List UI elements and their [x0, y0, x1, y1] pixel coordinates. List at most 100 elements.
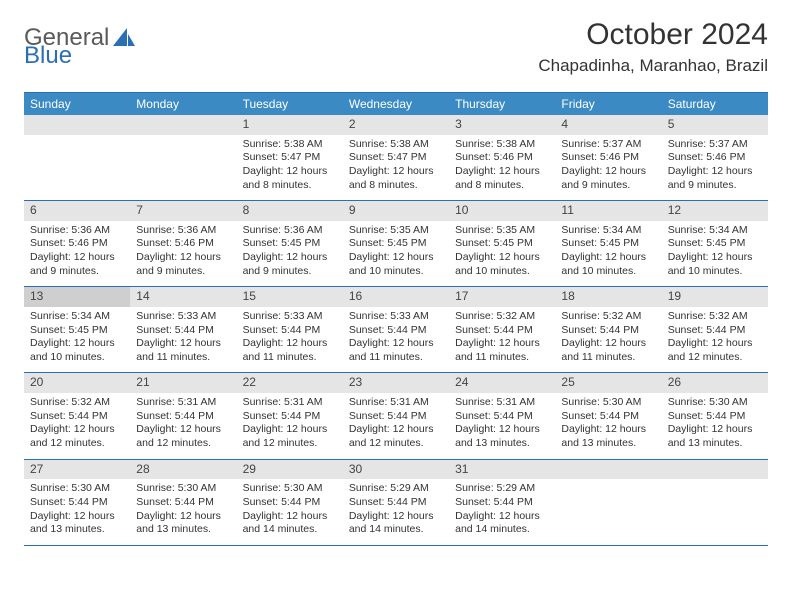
day-header-row: SundayMondayTuesdayWednesdayThursdayFrid… — [24, 93, 768, 115]
day-cell: 7Sunrise: 5:36 AMSunset: 5:46 PMDaylight… — [130, 201, 236, 286]
day-number: 4 — [555, 115, 661, 135]
sunrise-text: Sunrise: 5:34 AM — [668, 224, 762, 238]
sunset-text: Sunset: 5:44 PM — [668, 410, 762, 424]
day-cell: 29Sunrise: 5:30 AMSunset: 5:44 PMDayligh… — [237, 460, 343, 545]
daylight-text: Daylight: 12 hours and 13 minutes. — [30, 510, 124, 537]
day-cell: 26Sunrise: 5:30 AMSunset: 5:44 PMDayligh… — [662, 373, 768, 458]
day-number: 3 — [449, 115, 555, 135]
daylight-text: Daylight: 12 hours and 13 minutes. — [561, 423, 655, 450]
day-cell: 23Sunrise: 5:31 AMSunset: 5:44 PMDayligh… — [343, 373, 449, 458]
day-body: Sunrise: 5:38 AMSunset: 5:47 PMDaylight:… — [237, 135, 343, 201]
sunset-text: Sunset: 5:44 PM — [455, 496, 549, 510]
day-number: 21 — [130, 373, 236, 393]
sunset-text: Sunset: 5:44 PM — [455, 410, 549, 424]
day-cell: 14Sunrise: 5:33 AMSunset: 5:44 PMDayligh… — [130, 287, 236, 372]
daylight-text: Daylight: 12 hours and 13 minutes. — [455, 423, 549, 450]
sunrise-text: Sunrise: 5:36 AM — [243, 224, 337, 238]
daylight-text: Daylight: 12 hours and 9 minutes. — [30, 251, 124, 278]
day-number: 7 — [130, 201, 236, 221]
sunset-text: Sunset: 5:45 PM — [561, 237, 655, 251]
day-cell: 5Sunrise: 5:37 AMSunset: 5:46 PMDaylight… — [662, 115, 768, 200]
empty-cell — [662, 460, 768, 545]
daylight-text: Daylight: 12 hours and 12 minutes. — [30, 423, 124, 450]
sunrise-text: Sunrise: 5:32 AM — [455, 310, 549, 324]
sunset-text: Sunset: 5:44 PM — [561, 410, 655, 424]
daylight-text: Daylight: 12 hours and 14 minutes. — [455, 510, 549, 537]
day-body: Sunrise: 5:34 AMSunset: 5:45 PMDaylight:… — [662, 221, 768, 287]
day-body: Sunrise: 5:33 AMSunset: 5:44 PMDaylight:… — [343, 307, 449, 373]
day-cell: 1Sunrise: 5:38 AMSunset: 5:47 PMDaylight… — [237, 115, 343, 200]
day-body: Sunrise: 5:30 AMSunset: 5:44 PMDaylight:… — [662, 393, 768, 459]
sunset-text: Sunset: 5:44 PM — [668, 324, 762, 338]
day-header-cell: Friday — [555, 93, 661, 115]
day-body: Sunrise: 5:29 AMSunset: 5:44 PMDaylight:… — [343, 479, 449, 545]
day-cell: 15Sunrise: 5:33 AMSunset: 5:44 PMDayligh… — [237, 287, 343, 372]
day-body: Sunrise: 5:30 AMSunset: 5:44 PMDaylight:… — [130, 479, 236, 545]
sunrise-text: Sunrise: 5:38 AM — [455, 138, 549, 152]
sunrise-text: Sunrise: 5:33 AM — [349, 310, 443, 324]
day-body: Sunrise: 5:38 AMSunset: 5:46 PMDaylight:… — [449, 135, 555, 201]
day-number: 14 — [130, 287, 236, 307]
day-body: Sunrise: 5:36 AMSunset: 5:46 PMDaylight:… — [24, 221, 130, 287]
month-title: October 2024 — [538, 18, 768, 52]
daylight-text: Daylight: 12 hours and 12 minutes. — [136, 423, 230, 450]
sunset-text: Sunset: 5:45 PM — [30, 324, 124, 338]
sunset-text: Sunset: 5:44 PM — [455, 324, 549, 338]
day-cell: 24Sunrise: 5:31 AMSunset: 5:44 PMDayligh… — [449, 373, 555, 458]
sunset-text: Sunset: 5:46 PM — [561, 151, 655, 165]
day-number: 1 — [237, 115, 343, 135]
daylight-text: Daylight: 12 hours and 8 minutes. — [243, 165, 337, 192]
weeks-container: 1Sunrise: 5:38 AMSunset: 5:47 PMDaylight… — [24, 115, 768, 546]
sunset-text: Sunset: 5:45 PM — [455, 237, 549, 251]
sunrise-text: Sunrise: 5:31 AM — [243, 396, 337, 410]
sunrise-text: Sunrise: 5:29 AM — [455, 482, 549, 496]
sunrise-text: Sunrise: 5:32 AM — [30, 396, 124, 410]
day-number: 10 — [449, 201, 555, 221]
day-number: 28 — [130, 460, 236, 480]
daylight-text: Daylight: 12 hours and 10 minutes. — [668, 251, 762, 278]
day-cell: 21Sunrise: 5:31 AMSunset: 5:44 PMDayligh… — [130, 373, 236, 458]
daylight-text: Daylight: 12 hours and 10 minutes. — [455, 251, 549, 278]
day-cell: 17Sunrise: 5:32 AMSunset: 5:44 PMDayligh… — [449, 287, 555, 372]
day-number: 26 — [662, 373, 768, 393]
day-body: Sunrise: 5:32 AMSunset: 5:44 PMDaylight:… — [555, 307, 661, 373]
daylight-text: Daylight: 12 hours and 11 minutes. — [455, 337, 549, 364]
day-number: 20 — [24, 373, 130, 393]
location: Chapadinha, Maranhao, Brazil — [538, 56, 768, 76]
day-cell: 27Sunrise: 5:30 AMSunset: 5:44 PMDayligh… — [24, 460, 130, 545]
sunset-text: Sunset: 5:46 PM — [136, 237, 230, 251]
day-number — [662, 460, 768, 480]
day-body — [662, 479, 768, 533]
sunset-text: Sunset: 5:44 PM — [561, 324, 655, 338]
week-row: 13Sunrise: 5:34 AMSunset: 5:45 PMDayligh… — [24, 287, 768, 373]
day-number: 23 — [343, 373, 449, 393]
empty-cell — [130, 115, 236, 200]
day-cell: 4Sunrise: 5:37 AMSunset: 5:46 PMDaylight… — [555, 115, 661, 200]
sunset-text: Sunset: 5:45 PM — [243, 237, 337, 251]
day-cell: 22Sunrise: 5:31 AMSunset: 5:44 PMDayligh… — [237, 373, 343, 458]
sunrise-text: Sunrise: 5:30 AM — [561, 396, 655, 410]
day-body: Sunrise: 5:32 AMSunset: 5:44 PMDaylight:… — [662, 307, 768, 373]
day-body: Sunrise: 5:36 AMSunset: 5:45 PMDaylight:… — [237, 221, 343, 287]
daylight-text: Daylight: 12 hours and 11 minutes. — [349, 337, 443, 364]
day-number: 2 — [343, 115, 449, 135]
daylight-text: Daylight: 12 hours and 9 minutes. — [243, 251, 337, 278]
daylight-text: Daylight: 12 hours and 13 minutes. — [136, 510, 230, 537]
sunrise-text: Sunrise: 5:31 AM — [349, 396, 443, 410]
day-cell: 28Sunrise: 5:30 AMSunset: 5:44 PMDayligh… — [130, 460, 236, 545]
sunset-text: Sunset: 5:44 PM — [30, 496, 124, 510]
sunrise-text: Sunrise: 5:30 AM — [136, 482, 230, 496]
daylight-text: Daylight: 12 hours and 11 minutes. — [136, 337, 230, 364]
sunrise-text: Sunrise: 5:34 AM — [561, 224, 655, 238]
daylight-text: Daylight: 12 hours and 8 minutes. — [455, 165, 549, 192]
title-block: October 2024 Chapadinha, Maranhao, Brazi… — [538, 18, 768, 76]
day-cell: 11Sunrise: 5:34 AMSunset: 5:45 PMDayligh… — [555, 201, 661, 286]
day-cell: 2Sunrise: 5:38 AMSunset: 5:47 PMDaylight… — [343, 115, 449, 200]
day-number: 15 — [237, 287, 343, 307]
day-cell: 19Sunrise: 5:32 AMSunset: 5:44 PMDayligh… — [662, 287, 768, 372]
sunset-text: Sunset: 5:46 PM — [455, 151, 549, 165]
day-body: Sunrise: 5:33 AMSunset: 5:44 PMDaylight:… — [130, 307, 236, 373]
daylight-text: Daylight: 12 hours and 8 minutes. — [349, 165, 443, 192]
day-body: Sunrise: 5:34 AMSunset: 5:45 PMDaylight:… — [24, 307, 130, 373]
day-header-cell: Saturday — [662, 93, 768, 115]
